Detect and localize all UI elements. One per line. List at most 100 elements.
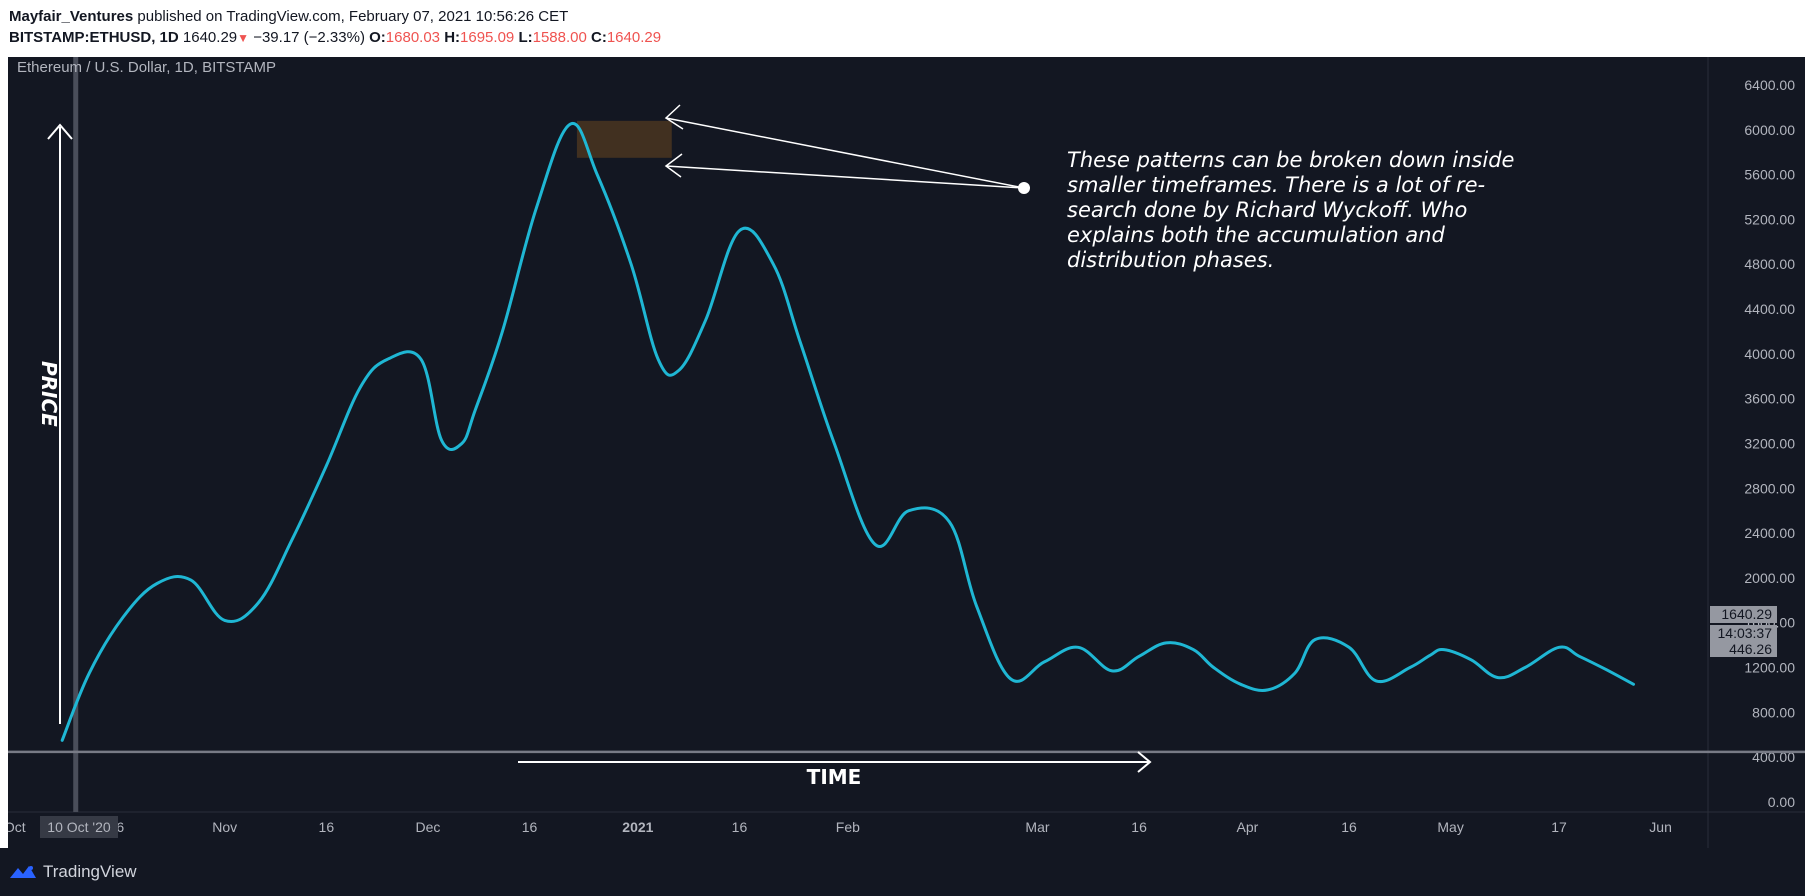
x-tick-label: Feb: [836, 819, 860, 835]
price-point: [359, 386, 362, 389]
callout-arrow-upper: [665, 117, 1025, 189]
author-name[interactable]: Mayfair_Ventures: [9, 8, 134, 25]
note-line-5: distribution phases.: [1067, 248, 1274, 272]
price-point: [738, 229, 741, 232]
hline-price-tag: 446.26: [1710, 640, 1777, 657]
countdown-tag-text: 14:03:37: [1718, 625, 1773, 641]
price-point: [1239, 683, 1242, 686]
callout-arrowhead-lower: [664, 153, 683, 178]
x-tick-label: Jun: [1649, 819, 1672, 835]
price-point: [61, 739, 64, 742]
x-tick-label: 17: [1551, 819, 1567, 835]
x-tick-label: 16: [732, 819, 748, 835]
x-tick-label: Mar: [1025, 819, 1049, 835]
price-point: [833, 442, 836, 445]
close-value: 1640.29: [606, 29, 662, 46]
price-point: [535, 207, 538, 210]
price-point: [657, 358, 660, 361]
x-tick-label: Oct: [8, 819, 26, 835]
last-price-tag-bg: [1710, 606, 1777, 623]
price-point: [1212, 666, 1215, 669]
price-point: [1429, 654, 1432, 657]
price-point: [1293, 672, 1296, 675]
last-price-tag: 1640.29: [1710, 606, 1777, 623]
countdown-tag: 14:03:37: [1710, 625, 1777, 642]
last-price: 1640.29: [182, 29, 238, 46]
price-point: [1375, 679, 1378, 682]
price-point: [386, 358, 389, 361]
price-point: [873, 543, 876, 546]
price-point: [948, 520, 951, 523]
x-tick-label: 16: [319, 819, 335, 835]
y-tick-label: 0.00: [1768, 794, 1795, 810]
price-point: [88, 672, 91, 675]
price-point: [156, 582, 159, 585]
y-tick-label: 2000.00: [1744, 570, 1795, 586]
price-point: [189, 579, 192, 582]
price-point: [975, 604, 978, 607]
x-tick-label: Dec: [415, 819, 440, 835]
y-tick-label: 800.00: [1752, 704, 1795, 720]
price-line-series[interactable]: [60, 122, 1635, 742]
annotation-note[interactable]: These patterns can be broken down inside…: [1067, 148, 1521, 272]
price-point: [223, 619, 226, 622]
price-point: [1632, 683, 1635, 686]
price-point: [440, 439, 443, 442]
price-chart[interactable]: 0.00400.00800.001200.001600.002000.00240…: [8, 57, 1805, 848]
y-tick-label: 4000.00: [1744, 346, 1795, 362]
open-value: 1680.03: [385, 29, 441, 46]
low-value: 1588.00: [532, 29, 587, 46]
price-point: [1524, 666, 1527, 669]
x-tick-label: 16: [1341, 819, 1357, 835]
ohlc-legend: BITSTAMP:ETHUSD, 1D 1640.29▼ −39.17 (−2.…: [9, 29, 661, 46]
price-arrow[interactable]: [47, 123, 73, 724]
price-point: [1469, 658, 1472, 661]
price-axis-label: PRICE: [37, 361, 61, 427]
y-tick-label: 4800.00: [1744, 256, 1795, 272]
note-line-3: search done by Richard Wyckoff. Who: [1067, 198, 1467, 222]
symbol-label: BITSTAMP:ETHUSD, 1D: [9, 29, 179, 46]
note-line-2: smaller timeframes. There is a lot of re…: [1067, 173, 1485, 197]
price-point: [772, 263, 775, 266]
high-value: 1695.09: [460, 29, 515, 46]
price-point: [1348, 646, 1351, 649]
chart-title: Ethereum / U.S. Dollar, 1D, BITSTAMP: [17, 59, 276, 76]
chart-area[interactable]: 0.00400.00800.001200.001600.002000.00240…: [8, 57, 1805, 848]
low-label: L:: [518, 29, 533, 46]
price-point: [1110, 669, 1113, 672]
chart-header: Mayfair_Ventures published on TradingVie…: [0, 0, 1805, 50]
price-point: [1605, 668, 1608, 671]
price-point: [1192, 648, 1195, 651]
x-tick-label: 2021: [622, 819, 653, 835]
callout-arrowhead-upper: [664, 104, 684, 130]
price-point: [1077, 646, 1080, 649]
x-tick-label: Apr: [1237, 819, 1259, 835]
price-point: [1408, 666, 1411, 669]
tradingview-brand[interactable]: TradingView: [9, 862, 137, 882]
x-axis-ticks: Oct16Nov16Dec16202116FebMar16Apr16May17J…: [8, 819, 1672, 835]
price-point: [704, 319, 707, 322]
price-point: [420, 358, 423, 361]
note-line-4: explains both the accumulation and: [1067, 223, 1445, 247]
price-change: −39.17 (−2.33%): [253, 29, 365, 46]
high-label: H:: [444, 29, 461, 46]
price-point: [569, 123, 572, 126]
y-tick-label: 3600.00: [1744, 391, 1795, 407]
highlight-box[interactable]: [576, 120, 672, 158]
price-point: [122, 616, 125, 619]
tradingview-logo-icon: [10, 866, 36, 878]
publish-info: Mayfair_Ventures published on TradingVie…: [9, 8, 568, 25]
callout-arrows[interactable]: [664, 104, 1030, 194]
price-point: [630, 263, 633, 266]
y-tick-label: 5600.00: [1744, 167, 1795, 183]
y-tick-label: 5200.00: [1744, 211, 1795, 227]
price-point: [501, 330, 504, 333]
time-arrow[interactable]: [518, 751, 1152, 773]
price-point: [1497, 676, 1500, 679]
x-tick-label: Nov: [212, 819, 237, 835]
price-point: [1314, 638, 1317, 641]
price-point: [799, 341, 802, 344]
countdown-tag-bg: [1710, 625, 1777, 642]
crosshair-date-tag-text: 10 Oct '20: [47, 819, 111, 835]
time-arrow-head: [1137, 751, 1152, 773]
